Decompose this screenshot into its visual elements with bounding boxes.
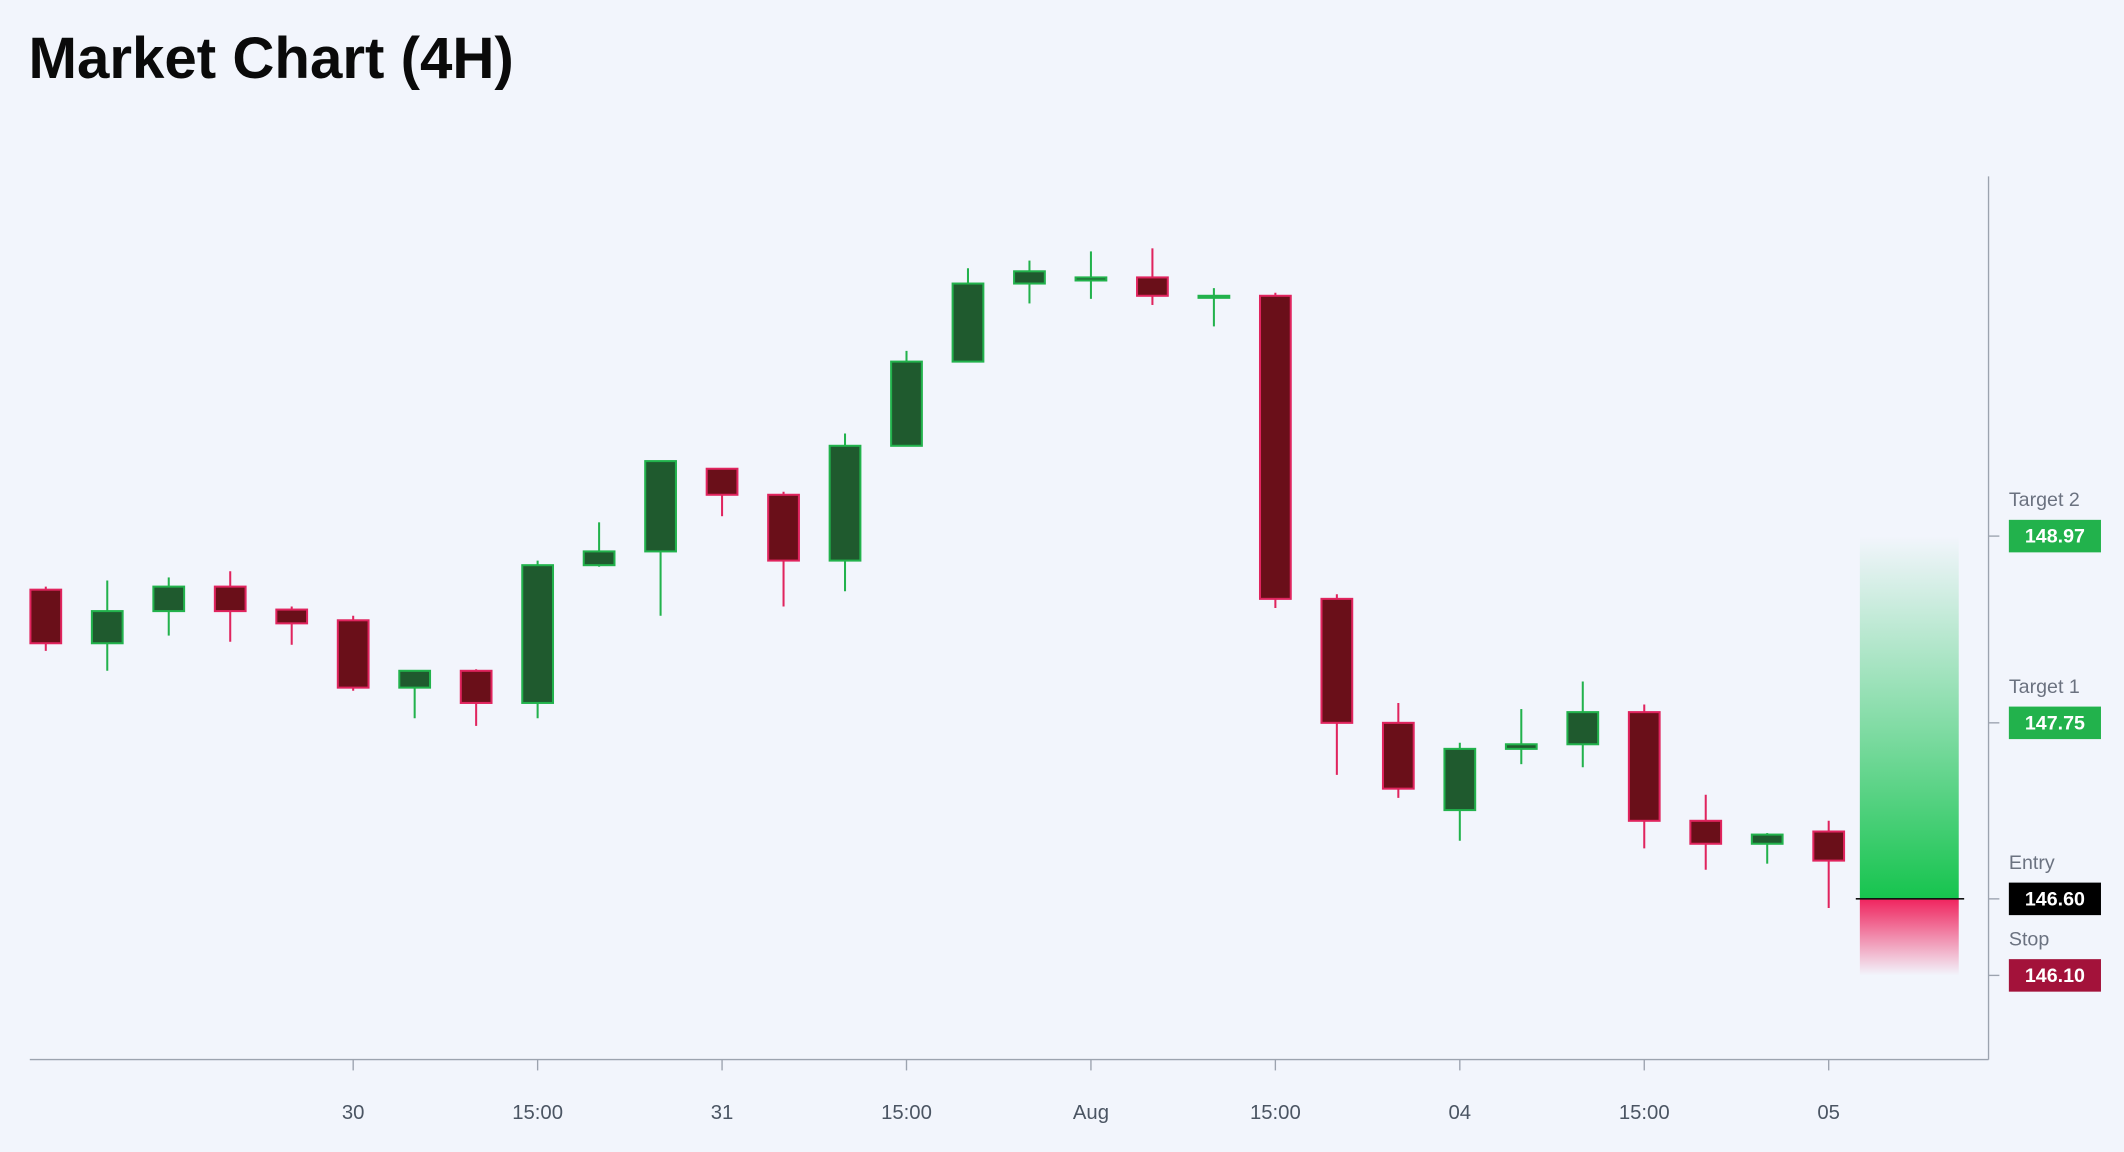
candle-body	[1443, 747, 1477, 812]
candle-body	[1258, 294, 1292, 600]
risk-zone	[1859, 898, 1959, 976]
level-badge	[2008, 959, 2101, 992]
x-tick-label: 15:00	[1619, 1102, 1670, 1124]
candle-body	[582, 550, 616, 567]
x-tick-label: 15:00	[1250, 1102, 1301, 1124]
level-name: Entry	[2009, 852, 2055, 874]
candle-body	[1566, 711, 1600, 746]
x-tick-label: 31	[711, 1102, 734, 1124]
level-name: Target 1	[2009, 676, 2080, 698]
candle-body	[336, 619, 370, 689]
candle-body	[1381, 721, 1415, 790]
level-badge	[2008, 706, 2101, 740]
level-value: 147.75	[2025, 712, 2085, 734]
candle-body	[1750, 833, 1784, 845]
level-value: 146.60	[2025, 888, 2085, 910]
candle-body	[1013, 270, 1046, 285]
plot: 30 15:00 31 15:00 Aug 15:00 04 15:00 05 Target 2 1…	[29, 248, 2101, 1124]
level-name: Target 2	[2009, 489, 2080, 511]
candle-body	[644, 460, 677, 553]
x-tick-label: 04	[1449, 1102, 1472, 1124]
level-badge	[2008, 519, 2101, 553]
level-badge	[2008, 882, 2101, 916]
candle-body	[213, 585, 247, 613]
candle-body	[521, 564, 555, 704]
level-name: Stop	[2009, 928, 2049, 950]
level-value: 148.97	[2025, 526, 2085, 548]
candle-body	[890, 360, 923, 447]
candle-body	[828, 444, 862, 562]
chart-title: Market Chart (4H)	[28, 26, 513, 91]
candle-body	[1812, 830, 1846, 862]
candle-body	[90, 610, 124, 645]
candle-body	[1320, 597, 1354, 724]
level-value: 146.10	[2025, 965, 2085, 987]
candle-body	[1627, 711, 1661, 822]
candle-body	[1504, 743, 1538, 750]
candle-body	[1689, 819, 1723, 845]
candle-body	[275, 608, 309, 625]
candle-body	[951, 282, 985, 363]
candle-body	[1197, 294, 1231, 299]
candle-body	[459, 669, 493, 704]
x-tick-label: 15:00	[881, 1102, 932, 1124]
x-tick-label: 30	[342, 1102, 365, 1124]
reward-zone	[1859, 536, 1959, 899]
x-tick-label: 05	[1817, 1102, 1840, 1124]
candle-body	[152, 585, 186, 613]
x-tick-label: 15:00	[512, 1102, 563, 1124]
candle-body	[1074, 276, 1108, 282]
candle-body	[705, 467, 739, 496]
x-tick-label: Aug	[1073, 1102, 1109, 1124]
candle-body	[1136, 276, 1169, 297]
candle-body	[398, 669, 432, 689]
candle-body	[767, 493, 800, 562]
candle-body	[29, 588, 63, 645]
